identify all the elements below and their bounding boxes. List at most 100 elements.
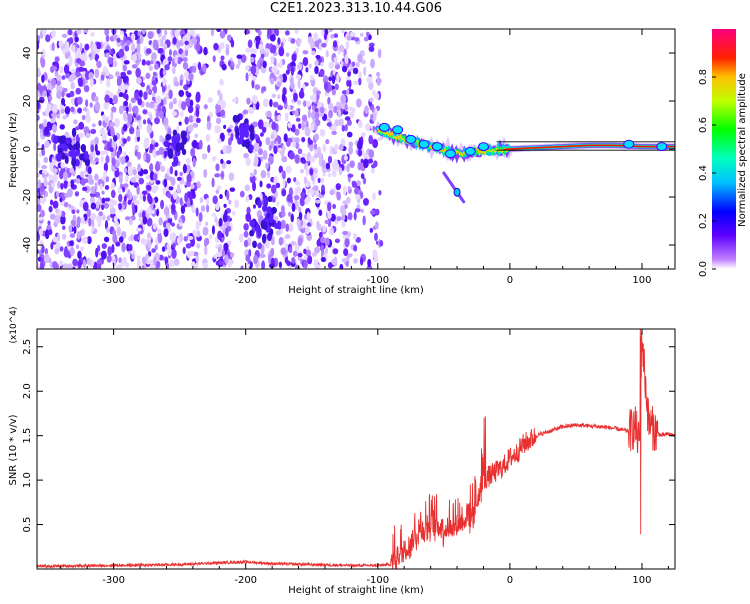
spectrogram-cell xyxy=(363,158,369,169)
spectrogram-cell xyxy=(303,248,307,255)
spectrogram-cell xyxy=(347,71,352,77)
spectrogram-cell xyxy=(219,78,224,86)
spectrogram-cell xyxy=(263,121,269,128)
spectrogram-cell xyxy=(151,264,156,269)
spectrogram-cell xyxy=(362,215,366,226)
spectrogram-cell xyxy=(258,43,264,51)
spectrogram-cell xyxy=(184,40,189,46)
spectrogram-cell xyxy=(88,217,92,227)
spectrogram-cell xyxy=(270,247,275,257)
spectrogram-cell xyxy=(44,73,48,81)
snr-x-tick-label: 0 xyxy=(507,575,513,586)
spectrogram-cell xyxy=(180,205,186,214)
spectrogram-cell xyxy=(147,239,152,249)
spectrogram-cell xyxy=(294,244,299,252)
spectrogram-cell xyxy=(121,258,127,264)
spectrogram-cell xyxy=(113,94,118,105)
spectrogram-cell xyxy=(301,136,306,143)
spectrogram-cell xyxy=(38,152,42,158)
spectrogram-cell xyxy=(75,71,82,77)
spectrogram-cell xyxy=(146,206,153,217)
spectrogram-cell xyxy=(172,242,176,249)
spectrogram-cell xyxy=(139,192,143,201)
spectrogram-cell xyxy=(83,84,90,93)
spectrogram-cell xyxy=(168,101,174,110)
spectrogram-cell xyxy=(203,168,208,178)
spectrogram-cell xyxy=(374,232,378,242)
spectrogram-cell xyxy=(87,166,92,175)
spectrogram-cell xyxy=(72,258,79,267)
spectrogram-cell xyxy=(373,160,378,168)
snr-y-label: SNR (10 * v/v) xyxy=(8,414,19,485)
spectrogram-cell xyxy=(68,224,73,234)
spectrogram-cell xyxy=(317,146,321,154)
spectrogram-cell xyxy=(76,209,80,214)
spectrogram-cell xyxy=(53,142,57,152)
spectrogram-y-tick-label: 0 xyxy=(22,146,33,152)
spectrogram-cell xyxy=(162,186,167,196)
spectrogram-cell xyxy=(336,64,340,69)
spectrogram-cell xyxy=(274,29,279,36)
spectrogram-cell xyxy=(137,46,141,55)
spectrogram-cell xyxy=(276,201,280,206)
spectrogram-cell xyxy=(62,225,66,230)
spectrogram-cell xyxy=(52,168,58,174)
spectrogram-cell xyxy=(282,178,286,189)
spectrogram-cell xyxy=(191,37,198,44)
spectrogram-cell xyxy=(271,206,277,214)
spectrogram-cell xyxy=(185,157,191,164)
spectrogram-cell xyxy=(369,227,374,233)
spectrogram-cell xyxy=(50,78,57,86)
spectrogram-cell xyxy=(359,32,364,38)
spectrogram-cell xyxy=(251,75,257,81)
spectrogram-cell xyxy=(94,173,99,181)
spectrogram-cell xyxy=(95,247,99,258)
spectrogram-cell xyxy=(357,53,363,63)
spectrogram-cell xyxy=(137,97,143,106)
spectrogram-cell xyxy=(116,264,122,269)
spectrogram-cell xyxy=(243,239,249,248)
spectrogram-cell xyxy=(83,153,90,160)
spectrogram-cell xyxy=(253,161,259,167)
spectrogram-cell xyxy=(328,61,335,70)
spectrogram-cell xyxy=(104,29,110,36)
spectrogram-cell xyxy=(228,172,235,182)
spectrogram-cell xyxy=(50,182,55,188)
spectrogram-cell xyxy=(159,67,165,78)
spectrogram-cell xyxy=(94,101,101,112)
spectrogram-cell xyxy=(351,182,358,188)
snr-series-line xyxy=(37,329,675,569)
spectrogram-cell xyxy=(253,142,260,152)
spectrogram-cell xyxy=(175,142,181,153)
spectrogram-cell xyxy=(281,73,288,83)
spectrogram-cell xyxy=(70,82,75,90)
spectrogram-cell xyxy=(355,61,360,68)
spectrogram-cell xyxy=(294,154,300,164)
spectrogram-cell xyxy=(183,235,189,242)
spectrogram-cell xyxy=(298,90,305,99)
spectrogram-cell xyxy=(353,80,359,86)
spectrogram-cell xyxy=(150,59,154,65)
spectrogram-cell xyxy=(72,214,77,222)
spectrogram-cell xyxy=(88,178,95,185)
spectrogram-cell xyxy=(217,138,222,144)
spectrogram-cell xyxy=(77,107,83,114)
spectrogram-cell xyxy=(157,47,164,54)
spectrogram-cell xyxy=(142,216,148,225)
spectrogram-cell xyxy=(234,199,240,208)
spectrogram-cell xyxy=(149,203,154,209)
spectrogram-cell xyxy=(271,93,277,98)
spectrogram-cell xyxy=(243,230,249,238)
spectrogram-cell xyxy=(91,218,95,227)
spectrogram-cell xyxy=(334,83,339,91)
spectrogram-cell xyxy=(37,172,40,178)
spectrogram-cell xyxy=(297,185,301,194)
spectrogram-cell xyxy=(71,209,76,215)
spectrogram-cell xyxy=(61,233,67,240)
spectrogram-cell xyxy=(357,149,363,157)
spectrogram-cell xyxy=(192,30,196,39)
spectrogram-cell xyxy=(218,260,224,266)
spectrogram-cell xyxy=(162,68,167,76)
spectrogram-cell xyxy=(61,97,66,106)
spectrogram-cell xyxy=(170,203,176,212)
